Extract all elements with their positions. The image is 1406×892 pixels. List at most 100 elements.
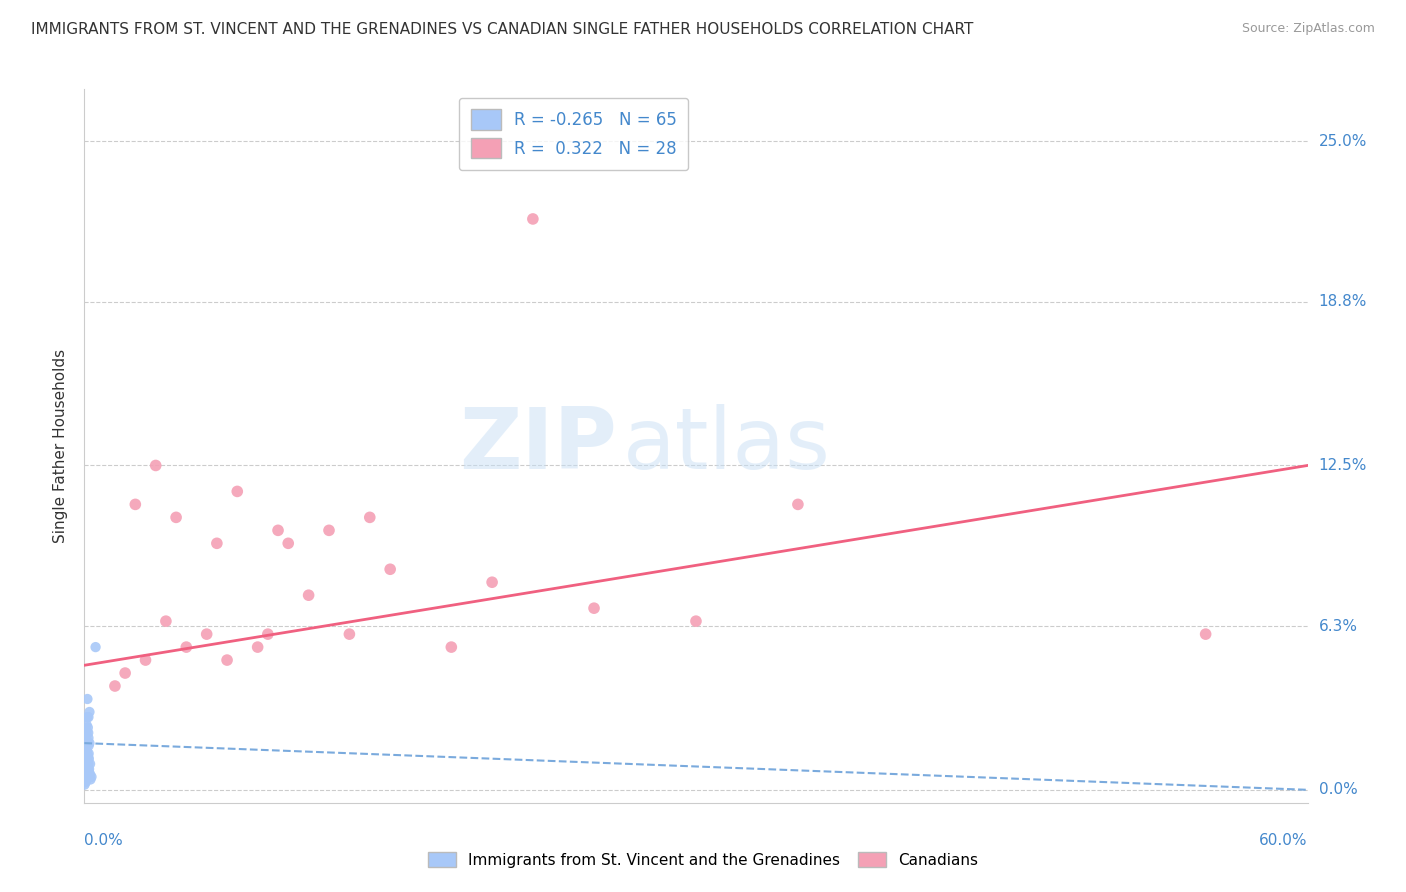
Point	[267, 524, 290, 538]
Text: 25.0%: 25.0%	[1319, 134, 1367, 149]
Point	[73, 756, 96, 771]
Text: atlas: atlas	[623, 404, 831, 488]
Point	[75, 731, 97, 745]
Point	[787, 497, 810, 511]
Point	[75, 770, 97, 784]
Point	[76, 759, 98, 773]
Point	[75, 744, 97, 758]
Point	[76, 756, 98, 771]
Point	[1195, 627, 1218, 641]
Point	[75, 744, 97, 758]
Point	[481, 575, 503, 590]
Point	[440, 640, 463, 654]
Point	[79, 767, 101, 781]
Text: ZIP: ZIP	[458, 404, 616, 488]
Point	[73, 762, 96, 776]
Point	[75, 759, 97, 773]
Point	[298, 588, 321, 602]
Point	[165, 510, 187, 524]
Point	[75, 744, 97, 758]
Point	[114, 666, 136, 681]
Text: 0.0%: 0.0%	[84, 833, 124, 848]
Point	[75, 736, 97, 750]
Point	[77, 752, 100, 766]
Point	[80, 770, 103, 784]
Point	[77, 770, 100, 784]
Point	[76, 692, 98, 706]
Point	[84, 640, 107, 654]
Text: IMMIGRANTS FROM ST. VINCENT AND THE GRENADINES VS CANADIAN SINGLE FATHER HOUSEHO: IMMIGRANTS FROM ST. VINCENT AND THE GREN…	[31, 22, 973, 37]
Point	[76, 718, 98, 732]
Text: 60.0%: 60.0%	[1260, 833, 1308, 848]
Point	[76, 710, 98, 724]
Point	[76, 733, 98, 747]
Point	[75, 772, 97, 787]
Point	[76, 744, 98, 758]
Point	[77, 749, 100, 764]
Point	[195, 627, 218, 641]
Point	[73, 767, 96, 781]
Point	[75, 741, 97, 756]
Point	[104, 679, 127, 693]
Point	[75, 744, 97, 758]
Point	[75, 754, 97, 768]
Point	[75, 728, 97, 742]
Text: 6.3%: 6.3%	[1319, 619, 1358, 634]
Point	[205, 536, 228, 550]
Legend: Immigrants from St. Vincent and the Grenadines, Canadians: Immigrants from St. Vincent and the Gren…	[422, 846, 984, 873]
Point	[75, 772, 97, 787]
Text: 0.0%: 0.0%	[1319, 782, 1357, 797]
Point	[75, 770, 97, 784]
Point	[124, 497, 146, 511]
Point	[76, 754, 98, 768]
Point	[75, 725, 97, 739]
Point	[77, 770, 100, 784]
Point	[75, 762, 97, 776]
Point	[75, 772, 97, 787]
Point	[77, 725, 100, 739]
Point	[277, 536, 299, 550]
Point	[226, 484, 249, 499]
Point	[75, 723, 97, 738]
Point	[522, 211, 544, 226]
Point	[79, 736, 101, 750]
Point	[75, 767, 97, 781]
Point	[75, 775, 97, 789]
Point	[73, 762, 96, 776]
Point	[76, 767, 98, 781]
Point	[246, 640, 269, 654]
Point	[380, 562, 402, 576]
Point	[174, 640, 197, 654]
Point	[75, 764, 97, 779]
Point	[217, 653, 239, 667]
Point	[583, 601, 606, 615]
Point	[73, 775, 96, 789]
Point	[75, 764, 97, 779]
Point	[77, 739, 100, 753]
Text: Source: ZipAtlas.com: Source: ZipAtlas.com	[1241, 22, 1375, 36]
Point	[77, 756, 100, 771]
Point	[75, 749, 97, 764]
Point	[77, 764, 100, 779]
Point	[145, 458, 167, 473]
Point	[339, 627, 361, 641]
Point	[77, 731, 100, 745]
Text: 18.8%: 18.8%	[1319, 294, 1367, 310]
Point	[76, 752, 98, 766]
Point	[257, 627, 280, 641]
Point	[73, 752, 96, 766]
Point	[359, 510, 381, 524]
Point	[318, 524, 340, 538]
Text: 12.5%: 12.5%	[1319, 458, 1367, 473]
Point	[73, 778, 96, 792]
Point	[73, 756, 96, 771]
Point	[79, 772, 101, 787]
Point	[77, 762, 100, 776]
Legend: R = -0.265   N = 65, R =  0.322   N = 28: R = -0.265 N = 65, R = 0.322 N = 28	[458, 97, 689, 169]
Point	[79, 705, 101, 719]
Point	[77, 747, 100, 761]
Point	[77, 710, 100, 724]
Point	[155, 614, 177, 628]
Point	[135, 653, 157, 667]
Y-axis label: Single Father Households: Single Father Households	[53, 349, 69, 543]
